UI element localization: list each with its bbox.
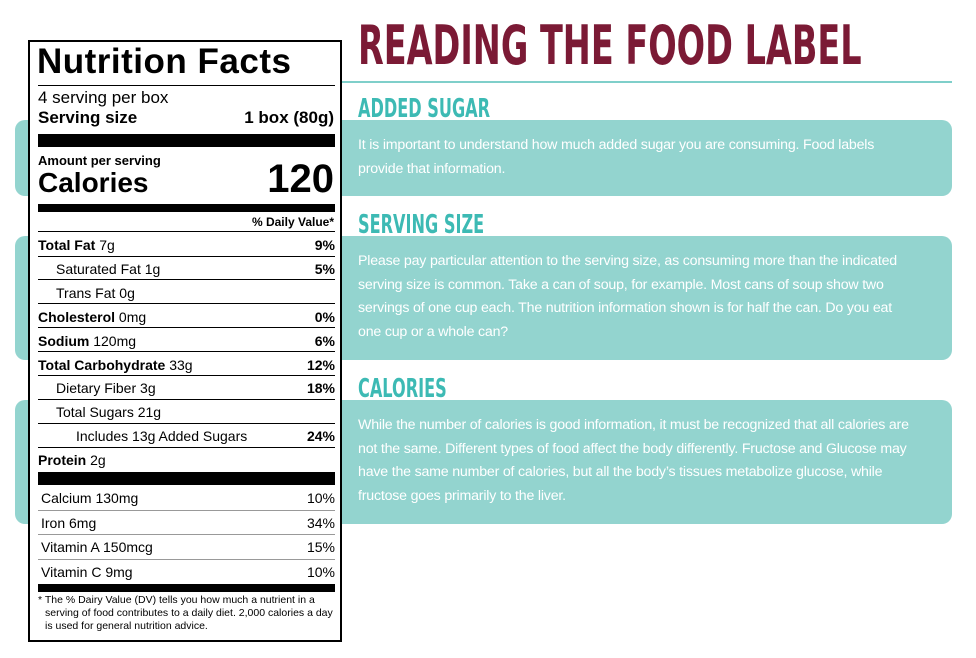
nutrient-name: Total Fat — [38, 237, 96, 253]
servings: 4 serving per box — [38, 88, 169, 107]
vitamin-row: Vitamin C 9mg 10% — [38, 560, 335, 585]
footnote: * The % Dairy Value (DV) tells you how m… — [38, 594, 333, 632]
divider — [38, 204, 335, 212]
label-title: Nutrition Facts — [37, 42, 292, 81]
divider — [38, 134, 335, 147]
nutrient-name: Protein — [38, 452, 87, 469]
nutrient-amount: 120mg — [93, 332, 137, 349]
nutrient-amount: 2g — [90, 452, 106, 469]
nutrition-label: Nutrition Facts 4 serving per box Servin… — [28, 40, 342, 642]
section-heading: CALORIES — [358, 374, 447, 404]
nutrient-amount: 3g — [140, 380, 156, 397]
nutrient-name: Cholesterol — [38, 308, 116, 325]
section-heading: SERVING SIZE — [358, 210, 485, 240]
nutrient-name: Sodium — [38, 332, 90, 349]
nutrient-row: Protein 2g — [38, 448, 335, 472]
nutrient-amount: 7g — [99, 237, 115, 253]
nutrient-row: Sodium 120mg 6% — [38, 329, 335, 353]
vitamin-name: Calcium 130mg — [41, 490, 139, 506]
divider — [38, 472, 335, 485]
nutrient-name: Includes 13g Added Sugars — [76, 428, 248, 445]
divider — [38, 85, 335, 86]
nutrient-dv: 24% — [306, 428, 335, 445]
nutrient-dv: 9% — [314, 237, 335, 253]
divider — [38, 231, 335, 232]
title-rule — [340, 81, 952, 83]
nutrient-row: Includes 13g Added Sugars 24% — [38, 424, 335, 448]
nutrient-name: Total Carbohydrate — [38, 356, 166, 373]
page-title: READING THE FOOD LABEL — [358, 14, 862, 77]
vitamin-dv: 15% — [306, 539, 335, 555]
nutrient-dv: 12% — [306, 356, 335, 373]
nutrient-dv: 6% — [314, 332, 335, 349]
section-text: While the number of calories is good inf… — [358, 417, 909, 504]
daily-value-header: % Daily Value* — [251, 215, 334, 229]
nutrient-amount: 0g — [119, 284, 135, 301]
vitamin-dv: 10% — [306, 490, 335, 506]
nutrient-row: Cholesterol 0mg 0% — [38, 305, 335, 329]
section-text: It is important to understand how much a… — [358, 137, 875, 177]
vitamin-dv: 34% — [306, 514, 335, 531]
nutrient-name: Total Sugars — [56, 404, 134, 421]
nutrient-amount: 21g — [137, 404, 162, 421]
nutrient-name: Trans Fat — [56, 284, 116, 301]
calories-label: Calories — [38, 167, 149, 198]
serving-size-label: Serving size — [38, 108, 138, 127]
nutrient-row: Total Sugars 21g — [38, 400, 335, 424]
vitamin-row: Vitamin A 150mcg 15% — [38, 535, 335, 560]
nutrient-row: Trans Fat 0g — [38, 281, 335, 305]
vitamin-row: Iron 6mg 34% — [38, 511, 335, 535]
nutrient-name: Saturated Fat — [56, 260, 141, 277]
amount-per-serving: Amount per serving — [38, 153, 161, 168]
section-heading: ADDED SUGAR — [358, 94, 491, 124]
nutrient-amount: 0mg — [118, 308, 147, 325]
nutrient-row: Total Carbohydrate 33g 12% — [38, 353, 335, 377]
vitamin-row: Calcium 130mg 10% — [38, 486, 335, 511]
nutrient-amount: 33g — [169, 356, 193, 373]
nutrient-row: Saturated Fat 1g 5% — [38, 257, 335, 281]
nutrient-row: Total Fat 7g 9% — [38, 233, 335, 257]
serving-size-value: 1 box (80g) — [244, 108, 334, 127]
calories-value: 120 — [267, 157, 334, 201]
section-text: Please pay particular attention to the s… — [358, 253, 897, 340]
nutrient-row: Dietary Fiber 3g 18% — [38, 376, 335, 400]
nutrient-dv: 0% — [314, 308, 335, 325]
nutrient-dv: 18% — [306, 380, 335, 397]
vitamin-name: Iron 6mg — [41, 514, 97, 531]
divider — [38, 584, 335, 592]
vitamin-name: Vitamin C 9mg — [41, 563, 133, 580]
nutrient-amount: 1g — [144, 260, 161, 277]
vitamin-name: Vitamin A 150mcg — [41, 539, 153, 555]
vitamin-dv: 10% — [306, 563, 335, 580]
nutrient-name: Dietary Fiber — [56, 380, 137, 397]
nutrient-dv: 5% — [314, 260, 335, 277]
